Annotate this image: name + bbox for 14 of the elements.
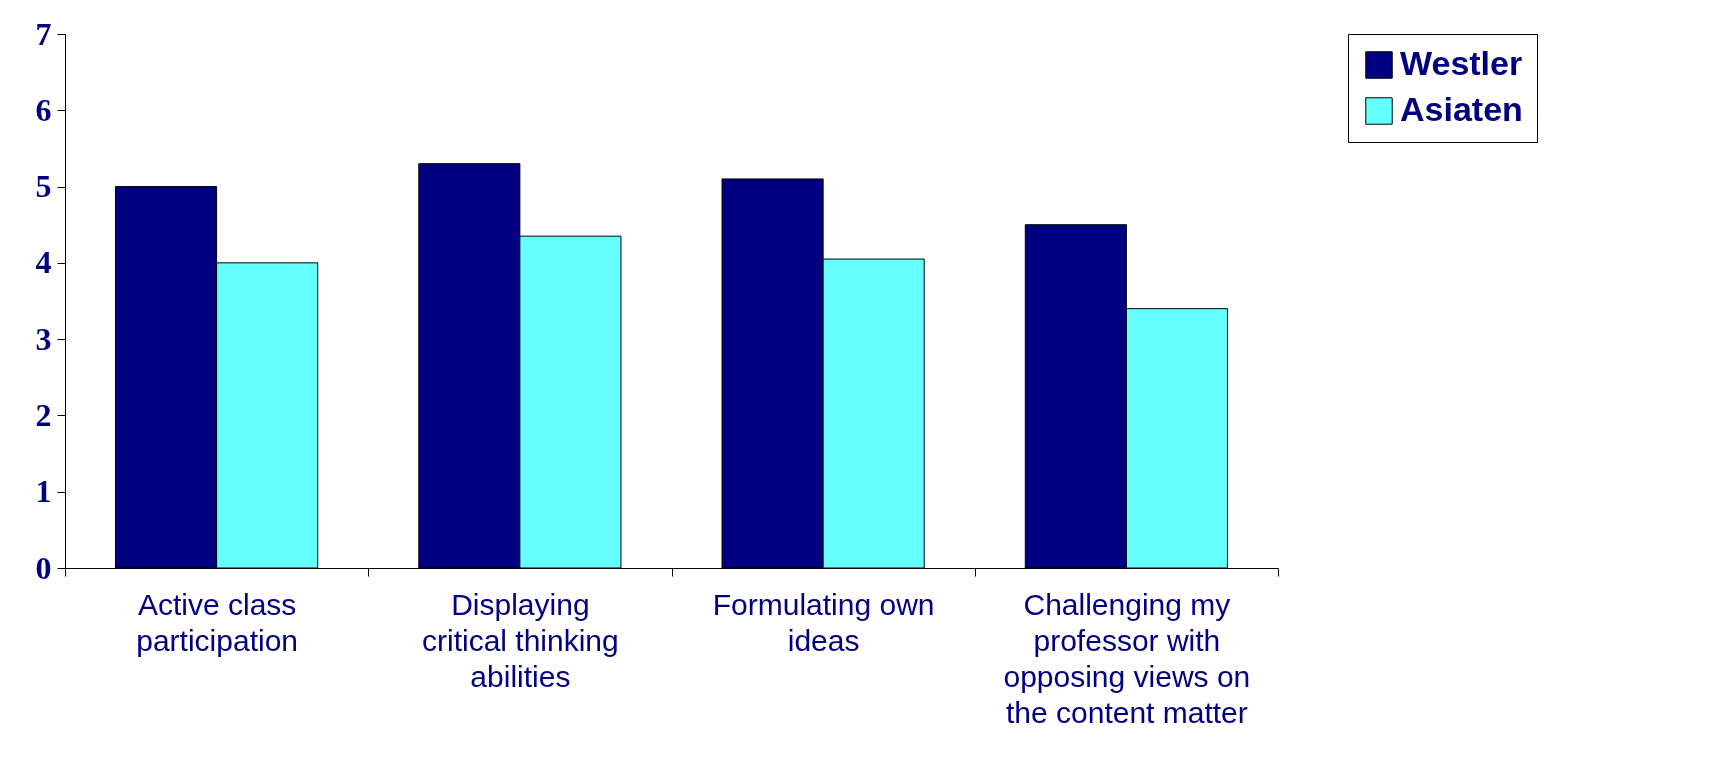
y-tick-label: 3 <box>35 320 52 357</box>
y-tick-label: 4 <box>35 244 52 281</box>
x-tick-label: Active class participation <box>136 587 299 657</box>
y-tick-label: 0 <box>35 549 52 586</box>
legend-label: Asiaten <box>1400 90 1523 128</box>
y-tick-label: 7 <box>35 15 52 52</box>
y-tick-label: 2 <box>35 396 52 433</box>
y-tick-label: 5 <box>35 168 52 205</box>
x-tick-label: Formulating own ideas <box>712 587 935 657</box>
x-tick-label: Challenging my professor with opposing views on the content matter <box>1003 587 1251 729</box>
legend-label: Westler <box>1400 44 1523 82</box>
y-tick-label: 1 <box>35 473 52 510</box>
y-tick-label: 6 <box>35 91 52 128</box>
x-tick-label: Displaying critical thinking abilities <box>422 587 619 693</box>
